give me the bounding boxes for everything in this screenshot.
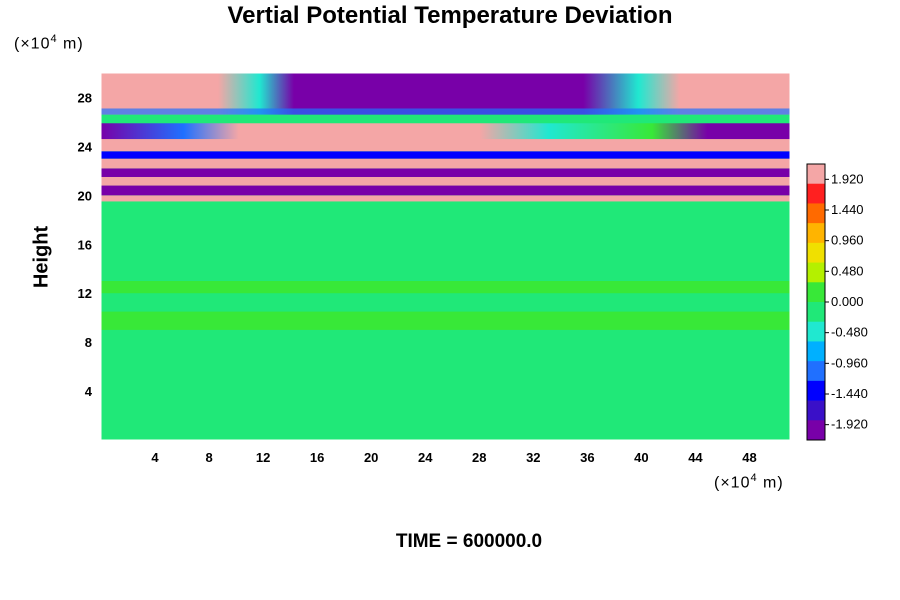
x-tick-label: 16 [310, 450, 324, 465]
colorbar-segment-10 [807, 361, 825, 382]
colorbar-segment-0 [807, 164, 825, 185]
field-green-gap [101, 114, 790, 124]
colorbar-tick-label: 1.440 [831, 202, 864, 217]
y-tick-label: 4 [85, 384, 93, 399]
x-unit-label: (×104 m) [714, 472, 784, 492]
colorbar-segment-13 [807, 420, 825, 441]
y-tick-label: 8 [85, 335, 92, 350]
field-band-8 [101, 168, 790, 177]
colorbar-segment-4 [807, 242, 825, 263]
colorbar-segment-8 [807, 321, 825, 342]
colorbar-tick-label: -0.960 [831, 355, 868, 370]
colorbar-tick-label: -1.440 [831, 386, 868, 401]
field-band-7 [101, 176, 790, 186]
colorbar-tick-label: 0.480 [831, 263, 864, 278]
x-tick-label: 24 [418, 450, 433, 465]
field-mid-structure [101, 123, 790, 140]
colorbar-segment-1 [807, 183, 825, 204]
field-band-5 [101, 195, 790, 202]
x-tick-label: 20 [364, 450, 378, 465]
colorbar-segment-12 [807, 400, 825, 421]
colorbar-segment-5 [807, 262, 825, 283]
field-band-0 [101, 329, 790, 440]
colorbar-tick-label: 1.920 [831, 171, 864, 186]
field-band-10 [101, 151, 790, 159]
colorbar-segment-6 [807, 282, 825, 303]
field-cyan-gap [101, 108, 790, 115]
colorbar-tick-label: 0.000 [831, 294, 864, 309]
colorbar-tick-label: -0.480 [831, 325, 868, 340]
field-band-4 [101, 201, 790, 281]
field-band-9 [101, 158, 790, 169]
time-label: TIME = 600000.0 [395, 531, 543, 552]
colorbar-segment-11 [807, 380, 825, 401]
colorbar-tick-label: -1.920 [831, 417, 868, 432]
x-tick-label: 32 [526, 450, 540, 465]
field-band-1 [101, 311, 790, 330]
colorbar-segment-3 [807, 223, 825, 244]
field-band-6 [101, 185, 790, 196]
y-tick-label: 28 [78, 90, 92, 105]
x-tick-label: 28 [472, 450, 486, 465]
x-tick-label: 8 [205, 450, 212, 465]
colorbar-segment-9 [807, 341, 825, 362]
y-tick-label: 20 [78, 188, 92, 203]
chart-title: Vertial Potential Temperature Deviation [227, 2, 673, 29]
x-tick-label: 40 [634, 450, 648, 465]
colorbar-tick-label: 0.960 [831, 233, 864, 248]
y-tick-label: 12 [78, 286, 92, 301]
field-band-2 [101, 293, 790, 312]
x-tick-label: 44 [688, 450, 703, 465]
y-tick-label: 16 [78, 237, 92, 252]
x-tick-label: 36 [580, 450, 594, 465]
plot-frame [100, 72, 791, 441]
y-unit-label: (×104 m) [14, 33, 84, 53]
colorbar-segment-7 [807, 302, 825, 323]
x-tick-label: 12 [256, 450, 270, 465]
y-tick-label: 24 [78, 139, 93, 154]
x-tick-label: 4 [151, 450, 159, 465]
x-tick-label: 48 [742, 450, 756, 465]
colorbar-segment-2 [807, 203, 825, 224]
field-band-3 [101, 280, 790, 294]
